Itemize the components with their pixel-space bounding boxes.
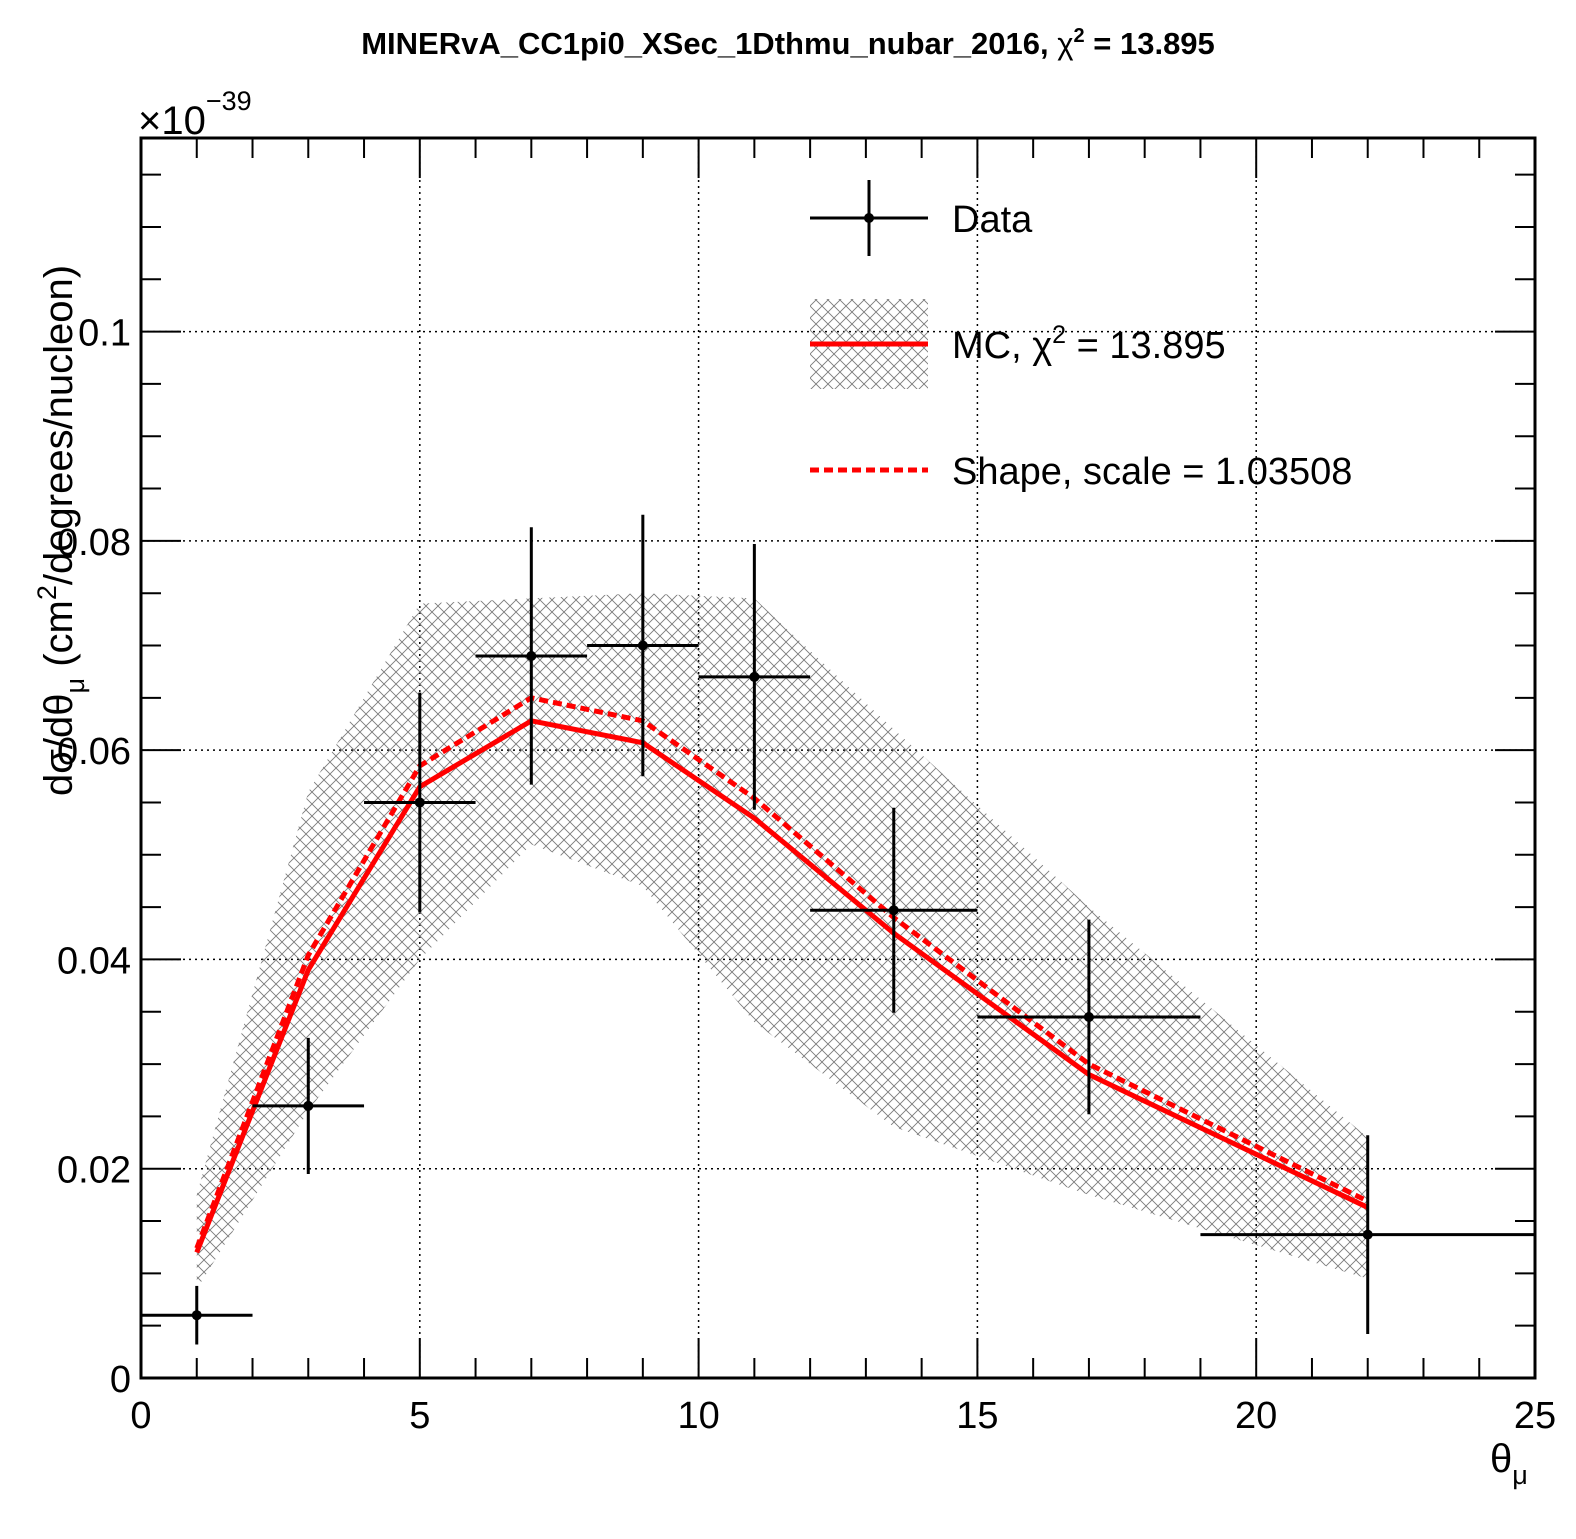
legend-mc-label: MC, χ2 = 13.895 [952,321,1226,367]
data-marker-4 [637,640,648,651]
data-marker-7 [1083,1011,1094,1022]
mc-band-area [196,593,1368,1290]
y-exponent-label: ×10−39 [138,86,252,143]
x-axis-title: θμ [1490,1437,1528,1490]
legend-data-marker [864,213,874,223]
plot-frame [139,136,1537,1380]
data-marker-6 [888,905,899,916]
data-point-7 [977,919,1201,1115]
x-tick-label-5: 25 [1514,1395,1556,1437]
x-tick-label-0: 0 [130,1395,151,1437]
data-marker-2 [414,797,425,808]
data-point-4 [587,514,699,777]
data-point-2 [364,692,476,913]
y-tick-label-5: 0.1 [78,313,131,355]
data-point-5 [698,544,811,810]
mc-uncertainty-band [196,593,1368,1290]
tick-labels: 0 5 10 15 20 25 0 0.02 0.04 0.06 0.08 0.1 [57,313,1556,1437]
y-tick-label-3: 0.06 [57,731,131,773]
data-points [141,514,1535,1345]
legend-entry-data: Data [810,180,1033,256]
data-point-8 [1200,1135,1535,1335]
x-tick-label-4: 20 [1235,1395,1277,1437]
data-point-0 [141,1285,253,1345]
legend-entry-mc: MC, χ2 = 13.895 [810,299,1226,389]
x-tick-label-1: 5 [409,1395,430,1437]
legend: Data MC, χ2 = 13.895 Shape, scale = 1.03… [810,180,1352,493]
data-marker-1 [303,1100,314,1111]
x-tick-label-2: 10 [677,1395,719,1437]
y-axis-title: dσ/dθμ (cm2/degrees/nucleon) [32,265,90,796]
chart-title: MINERvA_CC1pi0_XSec_1Dthmu_nubar_2016, χ… [361,25,1215,61]
data-point-6 [810,807,978,1013]
data-marker-3 [526,650,537,661]
legend-entry-shape: Shape, scale = 1.03508 [810,451,1352,493]
legend-data-label: Data [952,199,1033,241]
axis-ticks [140,138,1536,1379]
data-marker-0 [191,1310,202,1321]
y-tick-label-1: 0.02 [57,1150,131,1192]
legend-shape-label: Shape, scale = 1.03508 [952,451,1352,493]
y-tick-label-4: 0.08 [57,522,131,564]
data-marker-8 [1362,1229,1373,1240]
x-tick-label-3: 15 [956,1395,998,1437]
y-tick-label-0: 0 [110,1359,131,1401]
data-marker-5 [749,671,760,682]
data-point-1 [252,1037,365,1174]
data-point-3 [475,527,588,785]
y-tick-label-2: 0.04 [57,940,131,982]
